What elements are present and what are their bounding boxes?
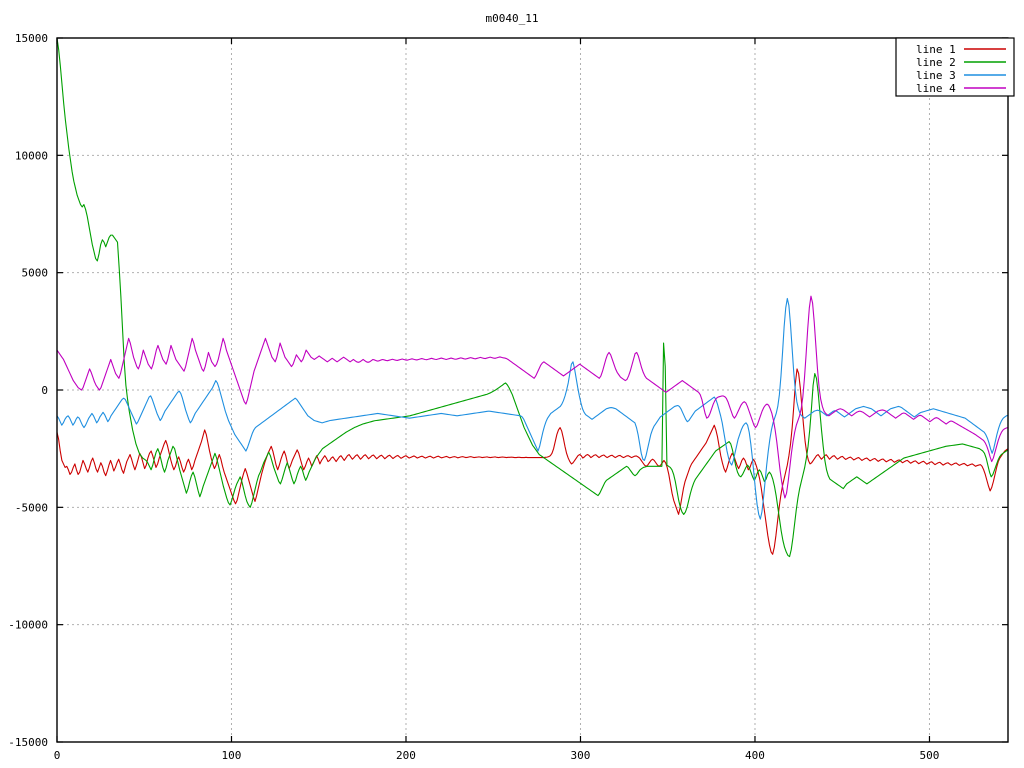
legend-label-1: line 1: [916, 43, 956, 56]
grid-lines: [57, 38, 1008, 742]
legend-label-4: line 4: [916, 82, 956, 95]
legend-box: [895, 37, 1015, 97]
y-tick-label: -10000: [8, 619, 48, 632]
y-tick-label: 0: [41, 384, 48, 397]
x-tick-label: 100: [222, 749, 242, 762]
series-line-1: [56, 368, 1009, 555]
chart-title: m0040_11: [485, 12, 539, 25]
y-tick-label: -5000: [15, 501, 48, 514]
series-group: [56, 37, 1009, 558]
y-tick-label: 10000: [15, 149, 48, 162]
x-tick-label: 200: [396, 749, 416, 762]
y-tick-label: 5000: [22, 267, 49, 280]
x-tick-label: 400: [745, 749, 765, 762]
axes: -15000 -10000 -5000 0 5000 10000 15000 0 100 200 3…: [8, 32, 1008, 762]
x-tick-label: 300: [571, 749, 591, 762]
legend-label-3: line 3: [916, 69, 956, 82]
x-tick-label: 0: [54, 749, 61, 762]
y-tick-label: -15000: [8, 736, 48, 749]
series-line-3: [56, 297, 1009, 520]
y-tick-label: 15000: [15, 32, 48, 45]
series-line-2: [56, 37, 1009, 558]
x-tick-label: 500: [920, 749, 940, 762]
series-line-4: [56, 295, 1009, 499]
legend-label-2: line 2: [916, 56, 956, 69]
